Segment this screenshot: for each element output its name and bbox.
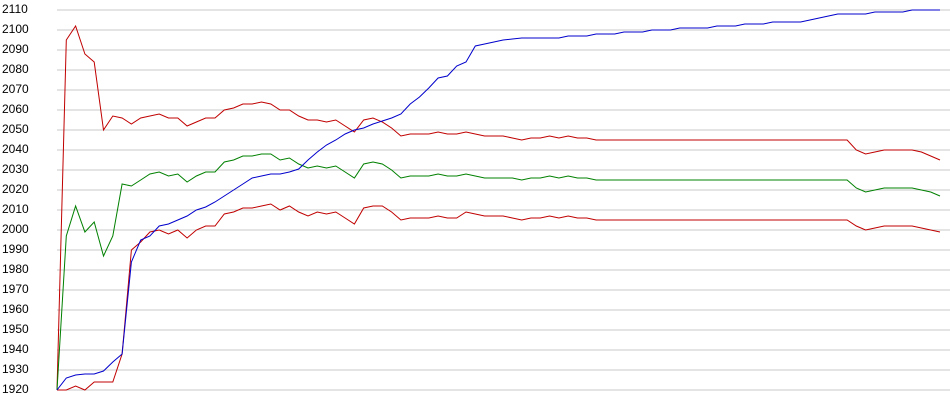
y-tick-label: 2100	[2, 22, 29, 36]
y-tick-label: 2070	[2, 82, 29, 96]
y-tick-label: 1950	[2, 322, 29, 336]
y-tick-label: 2080	[2, 62, 29, 76]
y-tick-label: 1960	[2, 302, 29, 316]
y-tick-label: 2000	[2, 222, 29, 236]
y-tick-label: 2010	[2, 202, 29, 216]
y-tick-label: 2060	[2, 102, 29, 116]
y-tick-label: 2090	[2, 42, 29, 56]
y-tick-label: 2110	[2, 2, 28, 16]
y-tick-label: 1990	[2, 242, 29, 256]
y-tick-label: 2030	[2, 162, 29, 176]
y-tick-label: 1980	[2, 262, 29, 276]
y-tick-label: 2040	[2, 142, 29, 156]
y-tick-label: 2020	[2, 182, 29, 196]
series-line	[56, 9, 940, 391]
y-tick-label: 1940	[2, 342, 29, 356]
y-tick-label: 2050	[2, 122, 29, 136]
y-tick-label: 1970	[2, 282, 29, 296]
series-line	[56, 24, 941, 391]
y-tick-label: 1920	[2, 382, 29, 396]
series-line	[56, 153, 941, 391]
y-tick-label: 1930	[2, 362, 29, 376]
series-line	[57, 203, 941, 391]
